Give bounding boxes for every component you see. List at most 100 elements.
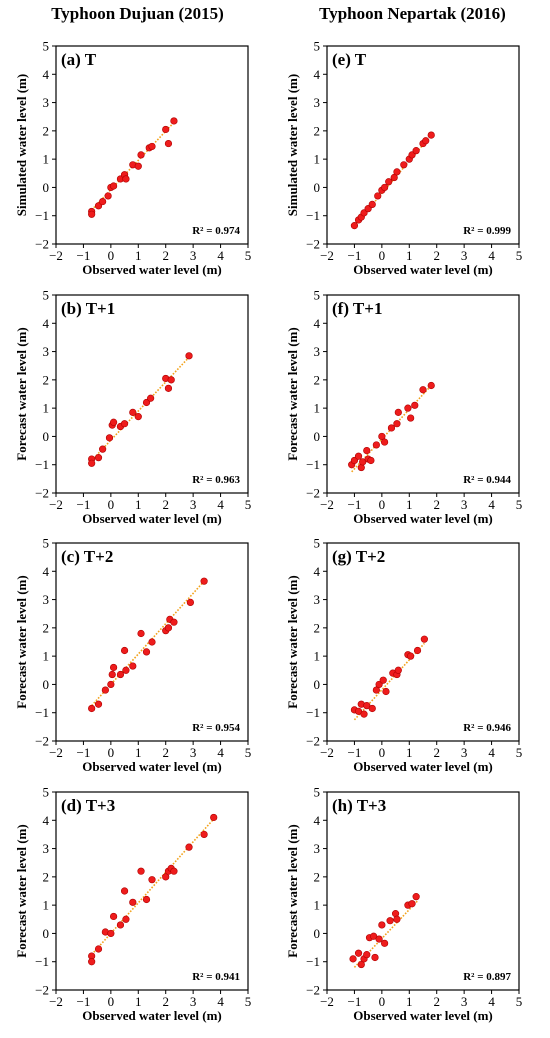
x-tick-label: 0: [379, 745, 386, 760]
y-tick-label: 5: [314, 288, 321, 303]
y-tick-label: −1: [35, 457, 49, 472]
y-tick-label: 3: [43, 344, 50, 359]
data-point: [88, 704, 96, 713]
data-point: [186, 598, 194, 607]
x-tick-label: 0: [108, 994, 115, 1009]
y-tick-label: 2: [314, 372, 321, 387]
x-tick-label: 4: [217, 497, 224, 512]
data-point: [368, 200, 376, 208]
x-tick-label: 5: [245, 497, 252, 512]
x-axis-label: Observed water level (m): [82, 1008, 221, 1023]
y-tick-label: −2: [35, 983, 49, 998]
x-tick-label: 1: [135, 994, 142, 1009]
y-tick-label: −2: [306, 734, 320, 749]
x-tick-label: 2: [162, 248, 169, 263]
y-tick-label: 0: [43, 180, 50, 195]
y-tick-label: 3: [314, 95, 321, 110]
x-tick-label: 5: [516, 745, 523, 760]
data-point: [420, 635, 428, 643]
scatter-panel: −2−2 −1 −1 0 0 1 1 2 2 3 3 4 4 5 5 Observed water level…: [14, 785, 251, 1024]
x-tick-label: 2: [162, 745, 169, 760]
data-point: [379, 676, 387, 684]
y-tick-label: 5: [314, 536, 321, 551]
x-tick-label: 4: [217, 248, 224, 263]
y-tick-label: −2: [306, 237, 320, 252]
y-tick-label: −2: [35, 734, 49, 749]
x-tick-label: −1: [77, 994, 91, 1009]
scatter-panel: −2−2 −1 −1 0 0 1 1 2 2 3 3 4 4 5 5 Observed water level…: [14, 288, 251, 527]
x-tick-label: 1: [135, 248, 142, 263]
x-tick-label: 5: [516, 994, 523, 1009]
data-point: [94, 700, 103, 708]
plot-frame: [55, 294, 249, 494]
y-tick-label: 3: [314, 344, 321, 359]
data-point: [419, 386, 427, 394]
y-axis-label: Simulated water level (m): [14, 74, 29, 216]
data-point: [122, 666, 130, 674]
y-axis-label: Forecast water level (m): [285, 327, 300, 460]
y-tick-label: −2: [35, 486, 49, 501]
x-tick-label: −1: [348, 745, 362, 760]
r-squared-label: R² = 0.974: [192, 225, 240, 237]
panel-label: (c) T+2: [61, 547, 113, 566]
data-point: [88, 459, 96, 467]
data-point: [408, 900, 416, 908]
data-point: [400, 161, 408, 169]
scatter-panel: −2−2 −1 −1 0 0 1 1 2 2 3 3 4 4 5 5 Observed water level…: [285, 785, 522, 1024]
data-point: [372, 441, 380, 449]
data-point: [363, 446, 371, 455]
y-tick-label: 0: [43, 926, 50, 941]
y-tick-label: −1: [306, 954, 320, 969]
y-tick-label: 5: [314, 785, 321, 800]
y-axis-label: Forecast water level (m): [285, 575, 300, 708]
y-tick-label: 2: [43, 372, 50, 387]
column-title-dujuan: Typhoon Dujuan (2015): [51, 4, 224, 23]
x-tick-label: −2: [320, 497, 334, 512]
y-tick-label: 0: [43, 677, 50, 692]
data-point: [170, 867, 178, 875]
data-point: [164, 384, 173, 392]
y-tick-label: 0: [314, 926, 321, 941]
x-tick-label: −2: [49, 994, 63, 1009]
x-tick-label: 3: [461, 745, 468, 760]
r-squared-label: R² = 0.897: [463, 971, 511, 983]
x-tick-label: 0: [379, 497, 386, 512]
y-tick-label: 1: [43, 401, 50, 416]
y-tick-label: −1: [35, 705, 49, 720]
y-axis-label: Forecast water level (m): [14, 327, 29, 460]
y-tick-label: 4: [314, 316, 321, 331]
y-tick-label: 5: [43, 288, 50, 303]
data-point: [167, 376, 175, 384]
data-point: [394, 666, 402, 674]
y-tick-label: 4: [43, 564, 50, 579]
data-point: [374, 192, 382, 200]
x-tick-label: 1: [135, 745, 142, 760]
x-tick-label: 5: [245, 745, 252, 760]
data-point: [185, 352, 193, 360]
r-squared-label: R² = 0.944: [463, 474, 511, 486]
x-tick-label: 4: [488, 994, 495, 1009]
y-tick-label: 5: [43, 536, 50, 551]
data-point: [185, 843, 193, 851]
y-tick-label: 4: [314, 67, 321, 82]
data-point: [367, 456, 375, 465]
data-point: [107, 680, 115, 689]
data-point: [385, 178, 393, 186]
data-point: [349, 955, 357, 963]
y-tick-label: 2: [43, 620, 50, 635]
data-point: [105, 434, 114, 442]
data-point: [386, 917, 394, 925]
y-tick-label: 4: [43, 67, 50, 82]
x-tick-label: 4: [217, 994, 224, 1009]
x-tick-label: 3: [190, 248, 197, 263]
plot-frame: [326, 294, 520, 494]
data-point: [134, 162, 142, 170]
plot-frame: [55, 45, 249, 245]
scatter-panel: −2−2 −1 −1 0 0 1 1 2 2 3 3 4 4 5 5 Observed water level…: [14, 536, 251, 775]
data-point: [378, 432, 386, 441]
data-point: [164, 624, 173, 632]
x-tick-label: 3: [461, 994, 468, 1009]
scatter-panel: −2−2 −1 −1 0 0 1 1 2 2 3 3 4 4 5 5 Observed water level…: [14, 39, 251, 278]
y-tick-label: 4: [43, 316, 50, 331]
